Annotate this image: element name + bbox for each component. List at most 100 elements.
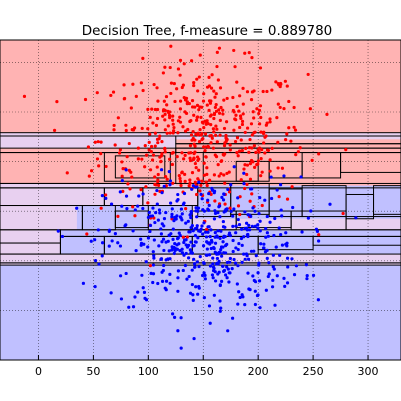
data-point-class-1 <box>257 261 261 265</box>
data-point-class-0 <box>214 92 218 96</box>
data-point-class-1 <box>172 315 177 319</box>
data-point-class-0 <box>167 113 172 117</box>
data-point-class-0 <box>215 127 219 131</box>
data-point-class-1 <box>161 237 166 241</box>
data-point-class-1 <box>284 231 288 235</box>
data-point-class-0 <box>195 115 199 120</box>
data-point-class-1 <box>180 212 184 216</box>
data-point-class-0 <box>293 128 298 132</box>
data-point-class-0 <box>163 146 167 150</box>
data-point-class-1 <box>196 206 201 210</box>
data-point-class-1 <box>196 209 200 213</box>
data-point-class-0 <box>217 111 222 115</box>
data-point-class-0 <box>134 94 138 98</box>
data-point-class-0 <box>261 89 265 94</box>
data-point-class-0 <box>182 62 186 66</box>
data-point-class-1 <box>236 217 240 222</box>
data-point-class-1 <box>151 272 156 276</box>
data-point-class-0 <box>193 161 197 166</box>
data-point-class-1 <box>241 295 245 299</box>
data-point-class-1 <box>217 270 221 274</box>
data-point-class-0 <box>209 113 213 117</box>
data-point-class-1 <box>162 184 166 189</box>
data-point-class-0 <box>116 116 120 120</box>
data-point-class-0 <box>262 141 266 145</box>
x-tick-label-2: 100 <box>138 365 159 378</box>
data-point-class-1 <box>224 244 228 248</box>
data-point-class-1 <box>213 250 217 254</box>
data-point-class-1 <box>222 192 226 197</box>
data-point-class-0 <box>223 202 227 206</box>
data-point-class-1 <box>193 234 197 238</box>
data-point-class-1 <box>257 279 262 283</box>
data-point-class-1 <box>264 288 268 292</box>
data-point-class-0 <box>259 130 263 134</box>
data-point-class-1 <box>119 297 124 301</box>
data-point-class-1 <box>236 247 240 252</box>
data-point-class-0 <box>156 180 160 184</box>
data-point-class-1 <box>118 274 123 278</box>
data-point-class-1 <box>244 221 249 225</box>
data-point-class-0 <box>179 16 182 19</box>
data-point-class-0 <box>173 99 177 104</box>
data-point-class-0 <box>112 128 116 132</box>
data-point-class-0 <box>197 75 201 79</box>
data-point-class-1 <box>220 279 224 283</box>
data-point-class-1 <box>218 204 222 208</box>
data-point-class-1 <box>191 293 195 297</box>
data-point-class-1 <box>226 267 230 271</box>
data-point-class-1 <box>175 214 179 218</box>
data-point-class-1 <box>280 243 285 247</box>
data-point-class-0 <box>249 122 254 126</box>
data-point-class-0 <box>256 148 260 152</box>
data-point-class-1 <box>253 302 257 307</box>
data-point-class-1 <box>75 206 79 210</box>
data-point-class-1 <box>179 207 184 211</box>
data-point-class-1 <box>162 248 166 253</box>
data-point-class-0 <box>166 124 170 128</box>
data-point-class-1 <box>316 239 321 243</box>
data-point-class-1 <box>236 302 240 306</box>
data-point-class-1 <box>141 206 145 211</box>
data-point-class-0 <box>97 164 101 168</box>
data-point-class-1 <box>282 276 286 280</box>
data-point-class-0 <box>209 134 213 138</box>
data-point-class-1 <box>242 252 246 256</box>
data-point-class-1 <box>224 209 228 213</box>
data-point-class-1 <box>290 257 294 261</box>
data-point-class-1 <box>172 251 176 256</box>
data-point-class-0 <box>178 176 182 181</box>
data-point-class-1 <box>157 244 161 248</box>
data-point-class-1 <box>218 215 222 219</box>
data-point-class-1 <box>236 196 240 200</box>
data-point-class-1 <box>279 208 283 212</box>
data-point-class-0 <box>55 99 59 104</box>
data-point-class-1 <box>170 207 174 211</box>
data-point-class-0 <box>250 56 254 60</box>
data-point-class-0 <box>317 152 321 156</box>
data-point-class-1 <box>299 175 303 179</box>
data-point-class-0 <box>171 118 175 122</box>
data-point-class-1 <box>192 262 197 266</box>
data-point-class-1 <box>271 253 275 257</box>
data-point-class-1 <box>251 274 255 278</box>
data-point-class-0 <box>136 146 140 150</box>
data-point-class-0 <box>248 199 252 203</box>
data-point-class-0 <box>118 148 122 152</box>
data-point-class-1 <box>216 211 220 215</box>
data-point-class-1 <box>274 245 278 249</box>
data-point-class-1 <box>268 220 272 224</box>
data-point-class-1 <box>120 178 124 183</box>
data-point-class-0 <box>243 51 247 55</box>
data-point-class-1 <box>216 229 220 233</box>
region-blue-1 <box>0 265 401 360</box>
data-point-class-1 <box>229 209 233 213</box>
data-point-class-1 <box>167 233 171 237</box>
data-point-class-0 <box>240 122 245 127</box>
data-point-class-0 <box>152 82 156 87</box>
data-point-class-1 <box>139 237 143 241</box>
data-point-class-1 <box>203 230 208 234</box>
data-point-class-0 <box>147 140 151 144</box>
data-point-class-1 <box>124 194 129 198</box>
data-point-class-1 <box>211 256 215 260</box>
